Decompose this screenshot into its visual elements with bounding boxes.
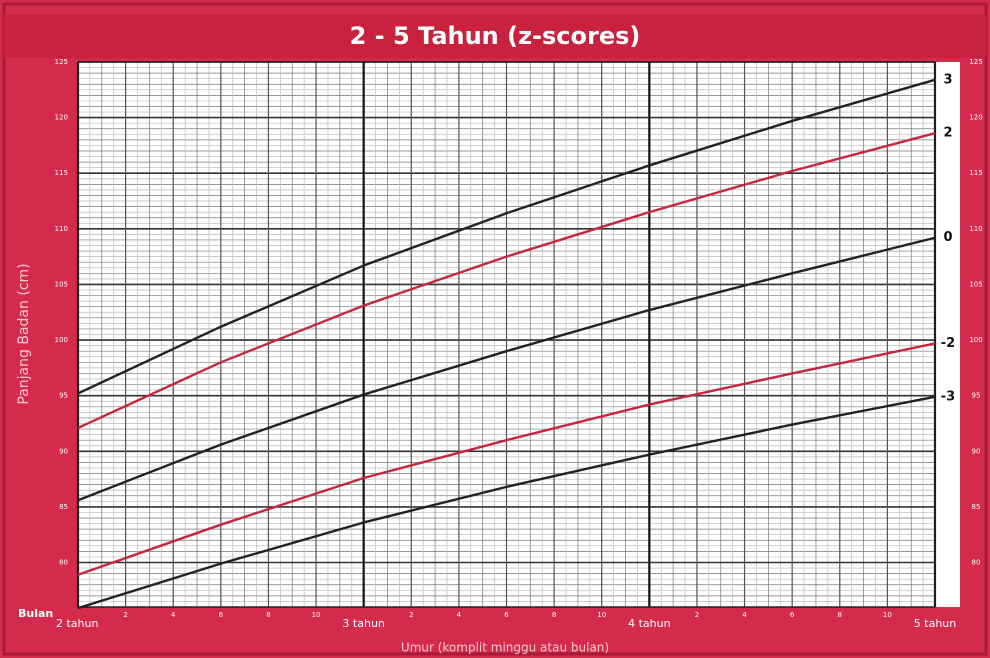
y-tick-label-right: 85 — [972, 503, 981, 511]
z-score-line — [77, 395, 936, 610]
y-tick-label: 80 — [59, 559, 68, 567]
y-tick-label-right: 120 — [969, 114, 982, 122]
x-tick-label: 2 — [409, 611, 413, 619]
z-score-line — [77, 342, 936, 576]
z-score-line — [77, 236, 936, 502]
y-tick-label-right: 100 — [969, 336, 982, 344]
x-tick-label: 10 — [883, 611, 892, 619]
y-tick-label-right: 80 — [972, 559, 981, 567]
x-tick-label: 2 — [695, 611, 699, 619]
y-tick-label: 110 — [55, 225, 68, 233]
series-label: 3 — [943, 72, 952, 87]
y-axis-label: Panjang Badan (cm) — [16, 263, 32, 404]
x-tick-label: 6 — [504, 611, 509, 619]
y-tick-label: 95 — [59, 392, 68, 400]
y-tick-label: 115 — [55, 169, 68, 177]
x-tick-label: 10 — [312, 611, 321, 619]
x-tick-label: 8 — [552, 611, 556, 619]
x-tick-label: 5 tahun — [914, 617, 956, 630]
series-label: -2 — [941, 336, 955, 351]
x-tick-label: 2 tahun — [56, 617, 98, 630]
x-tick-label: 4 — [171, 611, 176, 619]
y-tick-label: 125 — [55, 58, 68, 66]
x-tick-label: 4 — [742, 611, 747, 619]
y-tick-label: 90 — [59, 447, 68, 455]
x-tick-label: 6 — [790, 611, 795, 619]
title-band — [4, 14, 986, 58]
y-tick-label: 85 — [59, 503, 68, 511]
x-tick-label: 3 tahun — [342, 617, 384, 630]
z-score-line — [77, 132, 936, 430]
y-tick-label: 105 — [55, 280, 68, 288]
y-tick-label-right: 125 — [969, 58, 982, 66]
plot-border — [77, 61, 936, 608]
series-label: 0 — [943, 230, 952, 245]
chart-title: 2 - 5 Tahun (z-scores) — [350, 22, 641, 50]
x-tick-label: 8 — [838, 611, 842, 619]
series-label: -3 — [941, 389, 955, 404]
x-axis-label: Umur (komplit minggu atau bulan) — [401, 641, 609, 655]
z-score-line — [77, 78, 936, 395]
x-tick-label: 4 tahun — [628, 617, 670, 630]
y-tick-label: 120 — [55, 114, 68, 122]
x-tick-label: 10 — [597, 611, 606, 619]
y-tick-label-right: 115 — [969, 169, 982, 177]
x-tick-label: 6 — [219, 611, 224, 619]
x-unit-label: Bulan — [18, 607, 53, 620]
x-tick-label: 8 — [266, 611, 270, 619]
x-tick-label: 2 — [123, 611, 127, 619]
y-tick-label: 100 — [55, 336, 68, 344]
series-label: 2 — [943, 126, 952, 141]
y-tick-label-right: 110 — [969, 225, 982, 233]
x-tick-label: 4 — [457, 611, 462, 619]
y-tick-label-right: 105 — [969, 280, 982, 288]
y-tick-label-right: 90 — [972, 447, 981, 455]
y-tick-label-right: 95 — [972, 392, 981, 400]
